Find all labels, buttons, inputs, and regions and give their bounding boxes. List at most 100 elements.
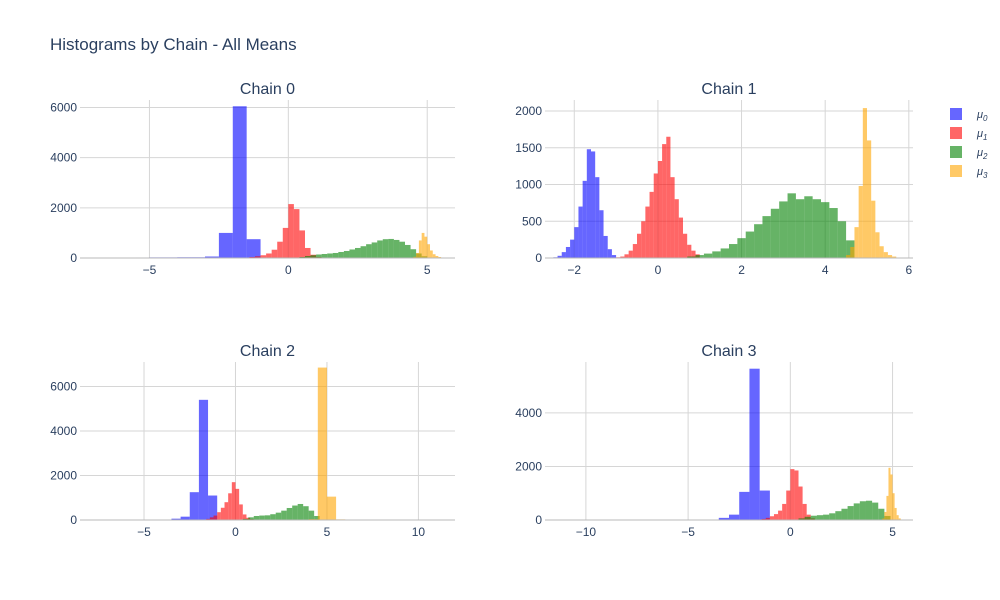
histogram-bar xyxy=(218,232,233,258)
histogram-bar xyxy=(343,250,350,258)
series-mu-3 xyxy=(882,467,901,520)
histogram-bar xyxy=(314,515,320,520)
x-tick-label: 0 xyxy=(655,263,662,277)
histogram-bar xyxy=(246,239,261,258)
histogram-bar xyxy=(275,512,282,520)
y-tick-label: 4000 xyxy=(50,424,77,438)
histogram-bar xyxy=(438,256,442,258)
histogram-bar xyxy=(393,239,400,258)
histogram-bar xyxy=(248,517,254,520)
histogram-bar xyxy=(687,256,696,258)
series-mu-3 xyxy=(413,232,444,258)
histogram-bar xyxy=(231,482,236,520)
x-tick-label: 0 xyxy=(787,525,794,539)
histogram-bar xyxy=(645,206,650,258)
x-tick-label: 5 xyxy=(324,525,331,539)
histogram-bar xyxy=(416,252,419,258)
histogram-bar xyxy=(773,514,779,520)
legend-item-mu-1[interactable]: μ1 xyxy=(950,127,987,142)
histogram-bar xyxy=(847,506,854,520)
histogram-bar xyxy=(846,255,851,258)
x-tick-label: 5 xyxy=(424,263,431,277)
histogram-bar xyxy=(565,246,571,258)
histogram-bar xyxy=(259,515,265,520)
histogram-bar xyxy=(888,467,891,520)
histogram-bar xyxy=(317,367,327,520)
y-tick-label: 2000 xyxy=(515,104,542,118)
series-mu-2 xyxy=(299,238,428,258)
histogram-bar xyxy=(321,253,328,258)
histogram-bar xyxy=(435,255,439,258)
histogram-bar xyxy=(421,232,425,258)
histogram-bar xyxy=(332,252,339,258)
histogram-bar xyxy=(782,503,787,520)
histogram-bar xyxy=(666,136,671,258)
histogram-bar xyxy=(410,249,417,258)
legend-label: μ0 xyxy=(976,109,988,123)
histogram-bar xyxy=(883,252,888,258)
legend-swatch xyxy=(950,127,962,139)
histogram-bar xyxy=(288,204,294,258)
histogram-bar xyxy=(761,518,766,520)
series-mu-2 xyxy=(798,500,891,520)
histogram-bar xyxy=(582,180,587,258)
histogram-bar xyxy=(591,151,596,258)
histogram-bar xyxy=(310,255,317,258)
histogram-bar xyxy=(858,185,863,258)
histogram-bar xyxy=(220,507,225,520)
y-tick-label: 6000 xyxy=(50,101,77,115)
histogram-bar xyxy=(595,177,600,258)
histogram-bar xyxy=(239,504,243,520)
histogram-bar xyxy=(850,246,855,258)
histogram-bar xyxy=(745,231,755,258)
y-tick-label: 0 xyxy=(535,251,542,265)
legend-item-mu-0[interactable]: μ0 xyxy=(950,108,988,123)
legend-item-mu-2[interactable]: μ2 xyxy=(950,146,988,161)
y-tick-label: 4000 xyxy=(50,151,77,165)
subplot-title: Chain 1 xyxy=(701,81,756,98)
histogram-bar xyxy=(687,244,692,258)
histogram-bar xyxy=(662,144,667,258)
histogram-bar xyxy=(282,227,289,258)
histogram-bar xyxy=(790,469,795,520)
histogram-bar xyxy=(209,517,214,520)
histogram-bar xyxy=(703,253,713,258)
histogram-bar xyxy=(804,196,813,258)
histogram-bar xyxy=(586,149,591,258)
legend[interactable]: μ0 μ1 μ2 μ3 xyxy=(950,108,988,180)
x-tick-label: 5 xyxy=(889,525,896,539)
histogram-bar xyxy=(242,514,247,520)
histogram-bar xyxy=(208,495,218,520)
histogram-bar xyxy=(678,217,683,258)
histogram-bar xyxy=(432,254,436,258)
histogram-bar xyxy=(779,201,788,258)
histogram-bar xyxy=(277,241,283,258)
histogram-bar xyxy=(171,518,181,520)
histogram-bar xyxy=(264,515,271,520)
y-tick-label: 500 xyxy=(522,214,542,228)
histogram-bar xyxy=(217,512,221,520)
histogram-bar xyxy=(670,177,675,258)
histogram-bar xyxy=(316,254,322,258)
series-mu-2 xyxy=(687,193,855,258)
x-tick-label: −2 xyxy=(567,263,581,277)
histogram-bar xyxy=(349,249,355,258)
histogram-bar xyxy=(382,239,389,258)
histogram-bar xyxy=(695,255,704,258)
legend-swatch xyxy=(950,108,962,120)
x-tick-label: −5 xyxy=(681,525,695,539)
legend-item-mu-3[interactable]: μ3 xyxy=(950,165,988,180)
legend-label: μ1 xyxy=(976,128,987,142)
histogram-bar xyxy=(867,140,872,258)
chart-panel-2: Chain 2 0 2000 4000 6000 −5 0 5 10 xyxy=(50,343,455,539)
histogram-bar xyxy=(198,399,209,520)
y-tick-label: 6000 xyxy=(50,379,77,393)
histogram-bar xyxy=(253,515,260,520)
histogram-bar xyxy=(424,236,428,258)
legend-label: μ2 xyxy=(976,147,988,161)
histogram-bar xyxy=(737,238,746,258)
legend-swatch xyxy=(950,146,962,158)
histogram-bar xyxy=(305,247,311,258)
